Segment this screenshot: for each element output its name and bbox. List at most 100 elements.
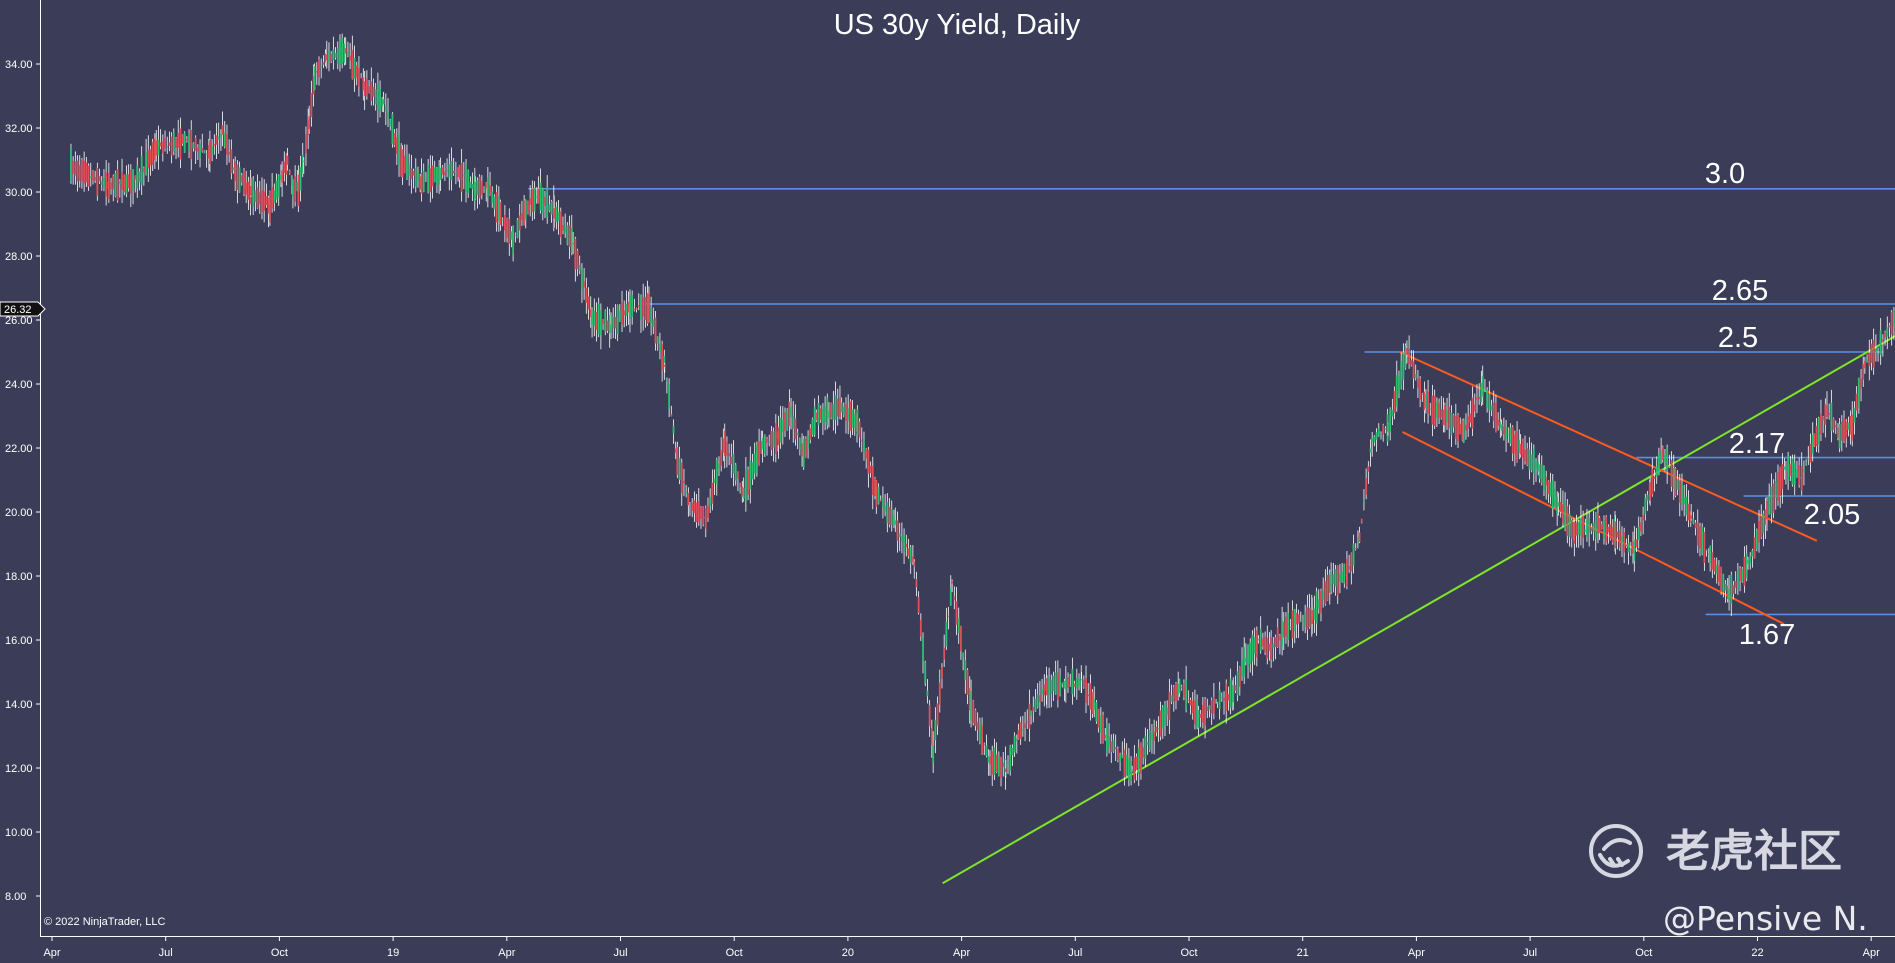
candle-body	[1393, 390, 1396, 414]
candle-body	[770, 430, 773, 451]
level-label: 2.05	[1804, 499, 1860, 531]
candle-body	[537, 188, 540, 204]
candle-body	[742, 487, 745, 499]
candle-body	[541, 188, 544, 214]
candle-body	[813, 406, 816, 435]
current-value-badge: 26.32	[0, 301, 46, 317]
candle-body	[339, 40, 341, 65]
candle-body	[1229, 678, 1232, 708]
candle-body	[1412, 361, 1415, 379]
candle-body	[1244, 657, 1247, 663]
candle-body	[393, 132, 396, 146]
candle-body	[1357, 537, 1359, 543]
candle-body	[516, 219, 519, 238]
candle-body	[957, 618, 960, 633]
candle-body	[153, 138, 156, 161]
x-tick-label: 22	[1751, 947, 1763, 959]
candle-body	[347, 51, 349, 56]
candle-body	[1216, 702, 1219, 704]
candle-body	[898, 533, 901, 538]
candle-body	[1629, 548, 1632, 550]
candle-body	[1845, 421, 1848, 439]
candle-body	[1557, 501, 1560, 507]
candle-body	[155, 140, 158, 156]
candle-body	[328, 50, 330, 63]
candle-body	[1616, 531, 1619, 538]
candle-body	[446, 170, 448, 172]
candle-body	[228, 151, 231, 155]
candle-body	[230, 149, 233, 174]
candle-body	[401, 149, 404, 178]
candle-body	[1281, 619, 1284, 647]
candle-body	[890, 509, 893, 526]
candle-body	[627, 301, 630, 313]
candle-body	[1026, 721, 1029, 723]
candle-body	[465, 164, 467, 193]
candle-body	[1837, 427, 1839, 439]
candle-body	[949, 587, 952, 606]
candle-body	[943, 648, 946, 660]
candle-body	[1490, 404, 1493, 412]
candle-body	[250, 186, 252, 196]
y-tick-label: 34.00	[5, 59, 33, 71]
candle-body	[656, 336, 659, 344]
candle-body	[376, 83, 379, 111]
candle-body	[307, 119, 310, 135]
candle-body	[1728, 588, 1730, 601]
candle-body	[1779, 466, 1782, 497]
candle-body	[720, 450, 723, 466]
candle-body	[894, 520, 897, 525]
y-tick-label: 26.00	[5, 315, 33, 327]
x-tick-label: Jul	[1068, 947, 1082, 959]
candle-body	[1655, 466, 1658, 477]
current-value-text: 26.32	[4, 304, 32, 316]
candle-body	[955, 601, 958, 625]
level-label: 3.0	[1705, 158, 1745, 190]
candle-body	[1080, 679, 1083, 681]
candle-body	[1048, 677, 1050, 695]
candle-body	[247, 181, 250, 200]
candle-body	[157, 139, 160, 156]
candle-body	[1377, 428, 1380, 436]
candle-body	[661, 344, 664, 371]
candle-body	[1306, 607, 1309, 630]
candle-body	[1603, 520, 1605, 539]
candle-body	[362, 77, 365, 91]
candle-body	[527, 200, 529, 214]
candle-body	[292, 179, 294, 197]
candle-body	[1724, 583, 1727, 591]
y-axis-ticks: 8.00 10.00 12.00 14.00 16.00 18.00 20.00 22.00 2…	[5, 59, 41, 903]
candle-body	[1452, 414, 1455, 428]
candle-body	[294, 176, 297, 202]
candle-body	[419, 176, 422, 190]
candle-body	[1078, 678, 1080, 686]
candle-body	[1513, 434, 1516, 454]
candle-body	[1674, 467, 1677, 496]
candle-body	[258, 192, 261, 205]
candle-body	[365, 78, 368, 97]
candle-body	[1807, 458, 1810, 460]
candle-body	[1884, 332, 1886, 338]
candle-body	[1570, 520, 1573, 539]
candle-body	[1326, 574, 1329, 601]
candle-body	[313, 66, 316, 90]
candle-body	[1505, 427, 1507, 440]
candle-body	[1446, 409, 1448, 422]
candle-body	[1530, 454, 1533, 471]
candle-body	[1015, 738, 1018, 742]
candle-body	[924, 661, 927, 684]
candle-body	[1632, 541, 1634, 554]
candle-body	[761, 437, 764, 450]
candle-body	[1151, 732, 1153, 740]
candle-body	[1346, 558, 1348, 587]
candle-body	[480, 181, 483, 195]
candle-body	[566, 225, 569, 245]
candle-body	[1187, 700, 1190, 702]
candle-body	[1521, 438, 1524, 458]
candle-body	[1125, 754, 1128, 776]
candle-body	[1564, 500, 1567, 530]
candle-body	[1009, 745, 1012, 772]
candle-body	[1672, 467, 1675, 489]
candle-body	[1251, 634, 1254, 662]
candle-body	[221, 125, 224, 135]
